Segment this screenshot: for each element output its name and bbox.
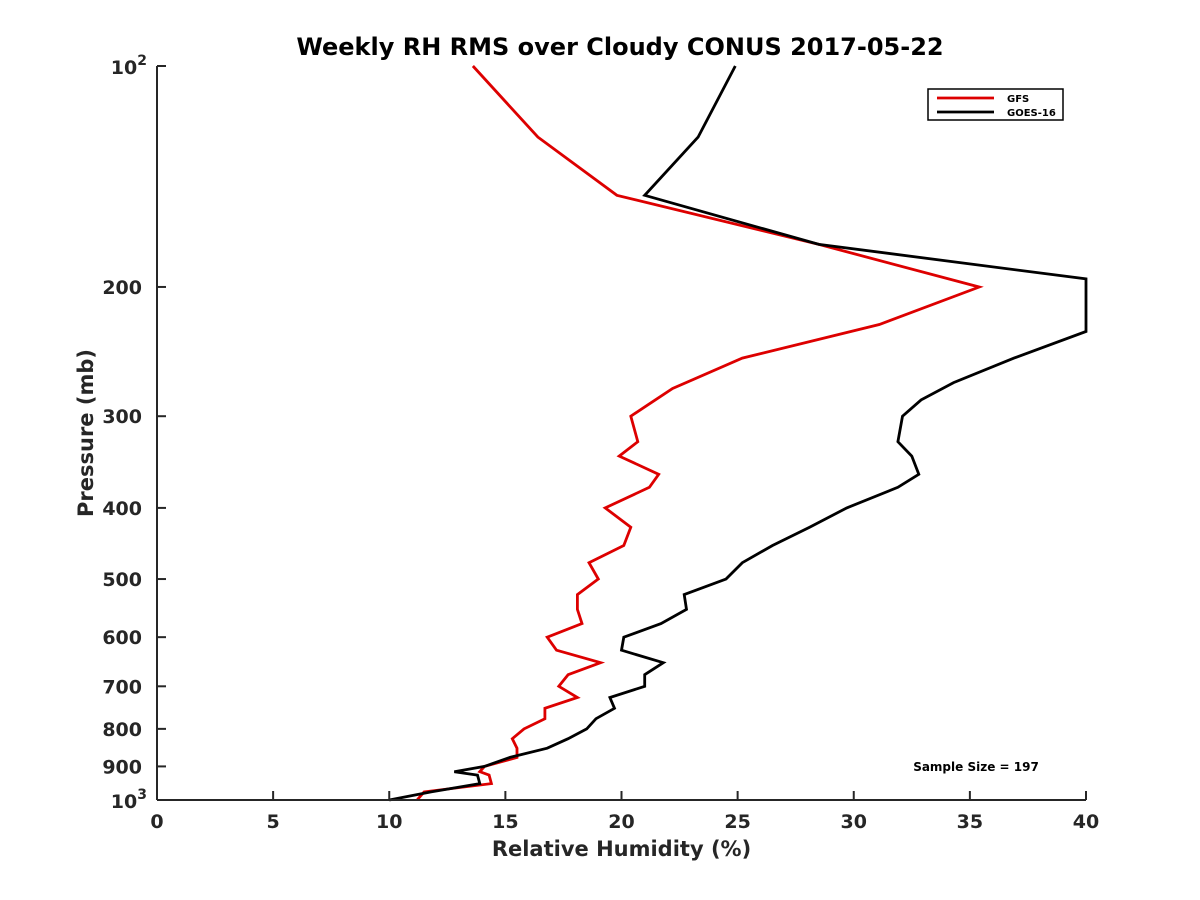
x-tick-label: 25: [724, 811, 750, 833]
series-line-gfs: [416, 65, 984, 801]
sample-size-annotation: Sample Size = 197: [913, 760, 1039, 774]
x-tick-label: 30: [841, 811, 867, 833]
x-tick-label: 40: [1073, 811, 1099, 833]
y-tick-label: 600: [102, 627, 142, 649]
chart-title: Weekly RH RMS over Cloudy CONUS 2017-05-…: [296, 33, 943, 61]
x-tick-label: 20: [608, 811, 634, 833]
x-tick-label: 5: [267, 811, 280, 833]
y-tick-label: 102: [111, 53, 147, 79]
legend-label-gfs: GFS: [1007, 94, 1029, 105]
y-tick-label: 800: [102, 719, 142, 741]
x-tick-label: 35: [957, 811, 983, 833]
x-tick-label: 15: [492, 811, 518, 833]
y-tick-label: 900: [102, 756, 142, 778]
x-tick-label: 10: [376, 811, 402, 833]
y-axis-ticks: 102 200 300 400 500 600 700 800 900 103: [102, 53, 166, 813]
x-tick-label: 0: [150, 811, 163, 833]
x-axis-ticks: 0 5 10 15 20 25 30 35 40: [150, 791, 1099, 833]
y-tick-label: 500: [102, 569, 142, 591]
y-tick-label: 300: [102, 406, 142, 428]
legend: GFS GOES-16: [927, 88, 1064, 121]
legend-label-goes-16: GOES-16: [1007, 108, 1056, 119]
y-axis-label: Pressure (mb): [74, 349, 98, 517]
x-axis-label: Relative Humidity (%): [492, 837, 751, 861]
y-tick-label: 400: [102, 498, 142, 520]
series-line-goes-16: [389, 65, 1088, 802]
legend-box: [927, 88, 1064, 121]
y-tick-label: 700: [102, 676, 142, 698]
y-tick-label: 200: [102, 277, 142, 299]
series-layer: [389, 65, 1088, 802]
y-tick-label: 103: [111, 787, 147, 813]
